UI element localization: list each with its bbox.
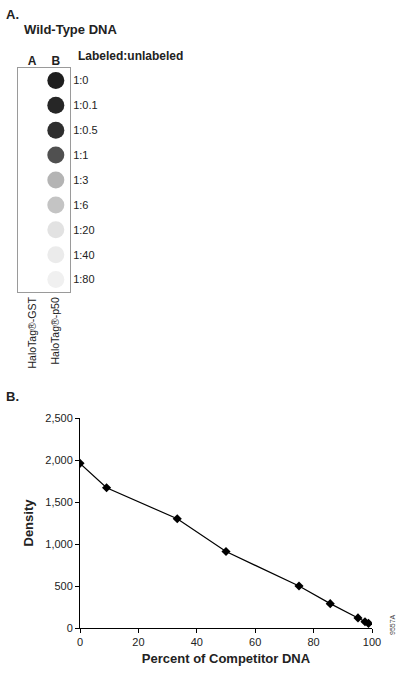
svg-text:1:6: 1:6: [73, 199, 88, 211]
svg-text:1:20: 1:20: [73, 224, 94, 236]
svg-text:1:0: 1:0: [73, 74, 88, 86]
svg-text:2,000: 2,000: [45, 454, 73, 466]
svg-text:40: 40: [191, 636, 203, 648]
svg-text:B.: B.: [6, 389, 19, 404]
svg-text:100: 100: [363, 636, 381, 648]
svg-text:HaloTag®-GST: HaloTag®-GST: [26, 297, 38, 369]
svg-text:1:0.5: 1:0.5: [73, 124, 97, 136]
svg-text:HaloTag®-p50: HaloTag®-p50: [49, 297, 61, 364]
svg-text:1:40: 1:40: [73, 249, 94, 261]
svg-text:20: 20: [132, 636, 144, 648]
svg-text:500: 500: [54, 580, 72, 592]
svg-text:1:0.1: 1:0.1: [73, 99, 97, 111]
svg-text:Density: Density: [21, 499, 36, 547]
svg-text:9557A: 9557A: [389, 614, 396, 635]
svg-text:Percent of Competitor DNA: Percent of Competitor DNA: [142, 651, 311, 666]
svg-text:0: 0: [77, 636, 83, 648]
svg-text:1:1: 1:1: [73, 149, 88, 161]
svg-text:60: 60: [249, 636, 261, 648]
svg-text:1:3: 1:3: [73, 174, 88, 186]
svg-text:Labeled:unlabeled: Labeled:unlabeled: [78, 49, 183, 63]
svg-text:A.: A.: [6, 7, 19, 22]
svg-text:80: 80: [307, 636, 319, 648]
svg-text:1,500: 1,500: [45, 496, 73, 508]
svg-text:Wild-Type DNA: Wild-Type DNA: [24, 22, 117, 37]
svg-text:1:80: 1:80: [73, 273, 94, 285]
svg-text:1,000: 1,000: [45, 538, 73, 550]
svg-text:2,500: 2,500: [45, 412, 73, 424]
svg-text:0: 0: [67, 622, 73, 634]
svg-text:B: B: [51, 54, 60, 68]
svg-text:A: A: [28, 54, 37, 68]
